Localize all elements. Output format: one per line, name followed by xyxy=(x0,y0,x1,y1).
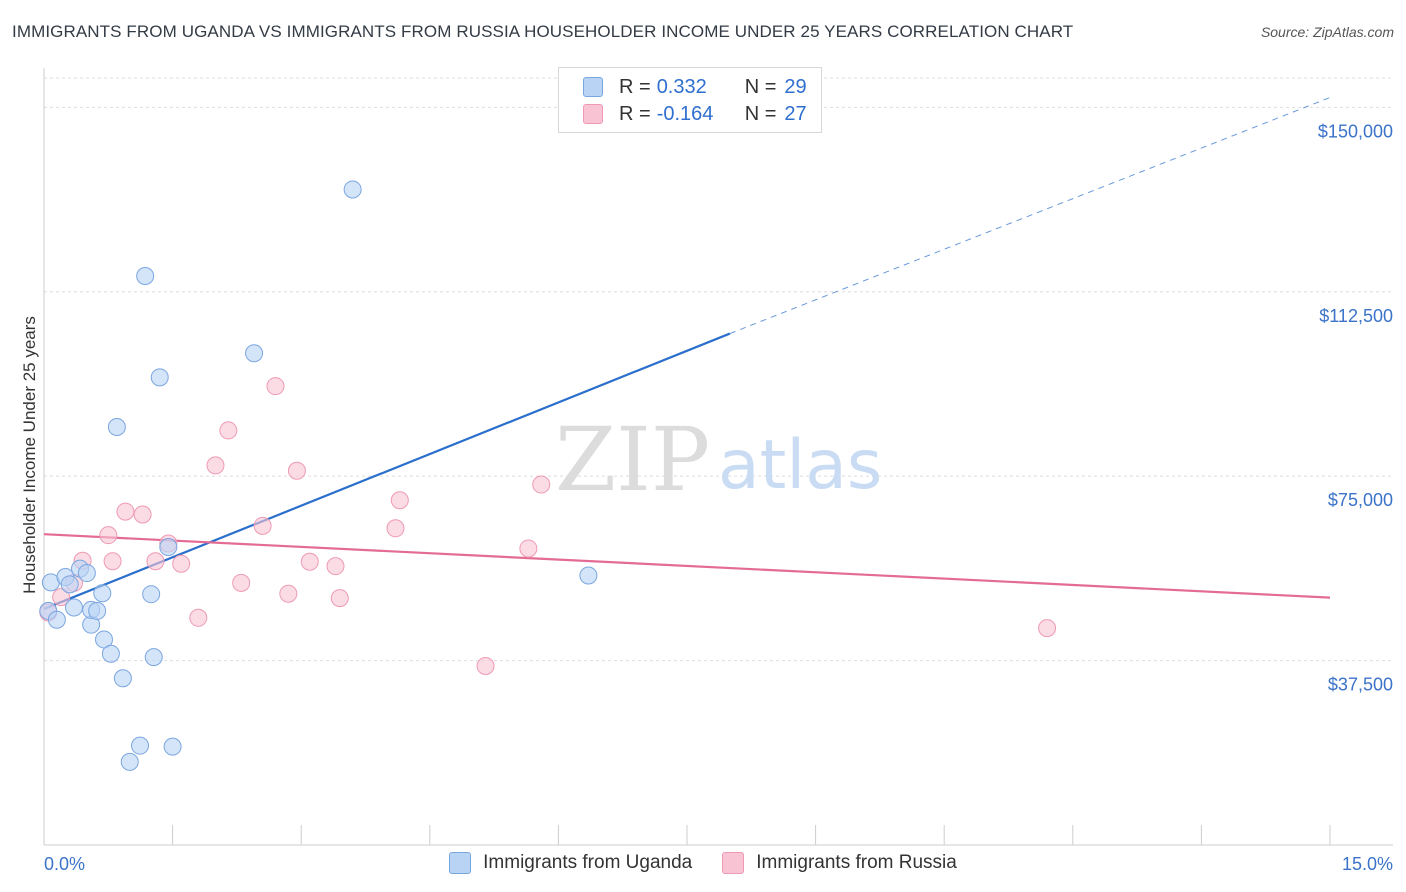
data-point-uganda xyxy=(343,180,362,199)
watermark-atlas: atlas xyxy=(718,426,882,505)
data-point-uganda xyxy=(77,564,96,583)
legend-r-label: R = xyxy=(619,102,651,125)
data-point-uganda xyxy=(113,669,132,688)
trend-lines xyxy=(43,97,1331,610)
y-tick-labels: $37,500 $75,000 $112,500 $150,000 xyxy=(1318,121,1393,694)
legend-n-russia: 27 xyxy=(784,102,807,125)
grid-lines xyxy=(44,77,1393,662)
data-point-uganda xyxy=(47,610,66,629)
legend-n-label: N = xyxy=(744,75,777,98)
data-point-russia xyxy=(300,552,319,571)
legend-n-uganda: 29 xyxy=(784,75,807,98)
legend-label-russia: Immigrants from Russia xyxy=(756,852,957,873)
x-tick-max: 15.0% xyxy=(1342,854,1393,874)
watermark-zip: ZIP xyxy=(555,408,710,511)
data-point-uganda xyxy=(150,368,169,387)
data-point-russia xyxy=(232,573,251,592)
x-tick-min: 0.0% xyxy=(44,854,85,874)
data-point-uganda xyxy=(88,601,107,620)
legend-swatch-russia xyxy=(583,104,603,124)
data-point-uganda xyxy=(101,644,120,663)
data-point-uganda xyxy=(159,537,178,556)
data-point-uganda xyxy=(93,584,112,603)
series-legend: Immigrants from Uganda Immigrants from R… xyxy=(0,852,1406,874)
legend-n-label: N = xyxy=(744,102,777,125)
data-point-uganda xyxy=(144,648,163,667)
legend-item-uganda[interactable]: Immigrants from Uganda xyxy=(449,852,692,874)
data-point-russia xyxy=(206,456,225,475)
data-point-russia xyxy=(287,461,306,480)
y-tick-label: $75,000 xyxy=(1328,490,1393,510)
data-point-russia xyxy=(390,491,409,510)
data-point-russia xyxy=(116,502,135,521)
data-point-uganda xyxy=(245,344,264,363)
data-point-russia xyxy=(1038,619,1057,638)
data-point-russia xyxy=(99,526,118,545)
legend-r-label: R = xyxy=(619,75,651,98)
trend-line-russia xyxy=(43,533,1331,599)
legend-swatch-uganda xyxy=(449,852,472,874)
legend-row-uganda: R = 0.332 N = 29 xyxy=(583,74,807,100)
chart-title: IMMIGRANTS FROM UGANDA VS IMMIGRANTS FRO… xyxy=(12,22,1074,41)
legend-row-russia: R = -0.164 N = 27 xyxy=(583,101,807,127)
data-point-uganda xyxy=(107,417,126,436)
data-point-uganda xyxy=(136,267,155,286)
data-point-russia xyxy=(519,539,538,558)
legend-swatch-uganda xyxy=(583,77,603,97)
source-label: Source: ZipAtlas.com xyxy=(1260,24,1394,40)
data-point-russia xyxy=(326,557,345,576)
data-point-russia xyxy=(189,608,208,627)
trend-extension-uganda xyxy=(729,97,1331,335)
y-axis-label: Householder Income Under 25 years xyxy=(20,316,39,594)
data-point-russia xyxy=(476,656,495,675)
data-point-russia xyxy=(532,475,551,494)
data-point-russia xyxy=(386,519,405,538)
legend-swatch-russia xyxy=(722,852,745,874)
stats-legend: R = 0.332 N = 29 R = -0.164 N = 27 xyxy=(558,67,822,133)
data-point-uganda xyxy=(579,566,598,585)
data-point-uganda xyxy=(142,585,161,604)
data-point-russia xyxy=(253,516,272,535)
data-point-russia xyxy=(146,552,165,571)
data-points xyxy=(39,180,1057,771)
data-point-uganda xyxy=(131,736,150,755)
data-point-uganda xyxy=(60,575,79,594)
data-point-uganda xyxy=(120,752,139,771)
data-point-russia xyxy=(330,589,349,608)
data-point-russia xyxy=(172,554,191,573)
data-point-uganda xyxy=(163,737,182,756)
legend-r-russia: -0.164 xyxy=(656,102,714,125)
axes xyxy=(43,68,1393,846)
y-tick-label: $150,000 xyxy=(1318,121,1393,141)
y-tick-label: $37,500 xyxy=(1328,675,1393,695)
legend-item-russia[interactable]: Immigrants from Russia xyxy=(722,852,957,874)
data-point-uganda xyxy=(65,598,84,617)
data-point-russia xyxy=(103,552,122,571)
watermark: ZIP atlas xyxy=(555,408,882,511)
legend-label-uganda: Immigrants from Uganda xyxy=(483,852,693,873)
y-tick-label: $112,500 xyxy=(1319,306,1393,326)
legend-r-uganda: 0.332 xyxy=(656,75,707,98)
data-point-russia xyxy=(219,421,238,440)
data-point-russia xyxy=(266,377,285,396)
data-point-russia xyxy=(52,588,71,607)
data-point-russia xyxy=(279,584,298,603)
data-point-russia xyxy=(133,505,152,524)
